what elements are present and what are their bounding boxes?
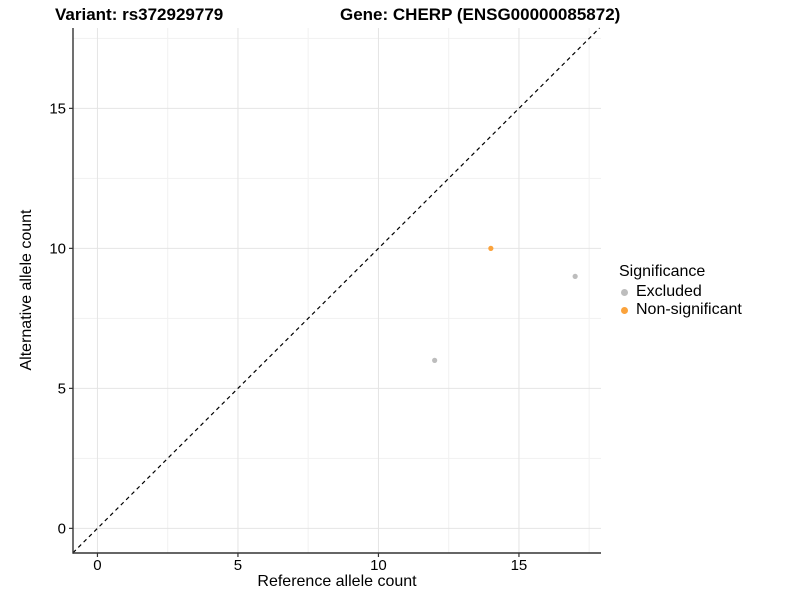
identity-line (72, 27, 601, 554)
x-tick-label: 5 (234, 557, 242, 574)
data-point-non-significant (488, 245, 494, 251)
x-tick-label: 15 (511, 557, 528, 574)
data-point-excluded (572, 273, 578, 279)
excluded-dot-icon (621, 288, 628, 296)
legend-item-excluded: Excluded (619, 283, 742, 301)
legend-item-label: Excluded (636, 283, 702, 300)
non-significant-dot-icon (621, 306, 628, 314)
y-tick-label: 0 (58, 520, 66, 537)
legend: Significance Excluded Non-significant (619, 262, 742, 319)
y-axis-title: Alternative allele count (18, 209, 35, 371)
plot-title-variant: Variant: rs372929779 (55, 5, 224, 24)
y-tick-label: 5 (58, 380, 66, 397)
legend-title: Significance (619, 263, 706, 280)
x-tick-label: 10 (370, 557, 387, 574)
y-tick-label: 15 (49, 100, 66, 117)
y-tick-label: 10 (49, 240, 66, 257)
legend-item-label: Non-significant (636, 301, 742, 318)
data-point-excluded (432, 357, 438, 363)
legend-item-non-significant: Non-significant (619, 301, 742, 319)
plot-title-gene: Gene: CHERP (ENSG00000085872) (340, 5, 621, 24)
x-tick-label: 0 (93, 557, 101, 574)
x-axis-title: Reference allele count (257, 573, 417, 590)
